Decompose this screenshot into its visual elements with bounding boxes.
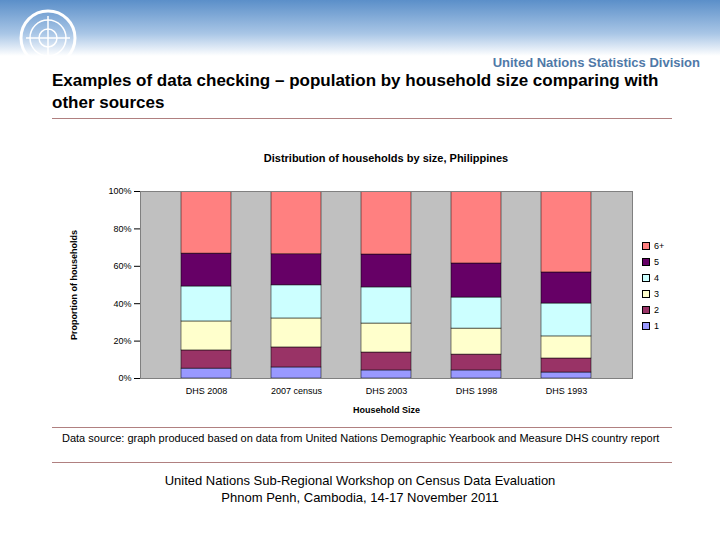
html-text:3: 3 bbox=[654, 289, 659, 299]
svg-text:DHS 1993: DHS 1993 bbox=[546, 386, 588, 396]
svg-text:Household Size: Household Size bbox=[353, 405, 420, 415]
svg-text:100%: 100% bbox=[108, 186, 131, 196]
html-text:United Nations Sub-Regional Wo: United Nations Sub-Regional Workshop on … bbox=[164, 473, 556, 488]
html-text:Phnom Penh, Cambodia, 14-17 No: Phnom Penh, Cambodia, 14-17 November 201… bbox=[221, 490, 499, 505]
svg-text:0%: 0% bbox=[118, 373, 131, 383]
html-text:6+: 6+ bbox=[654, 241, 665, 251]
html-text:United Nations Statistics Divi: United Nations Statistics Division bbox=[492, 55, 700, 70]
html-text:5: 5 bbox=[654, 257, 659, 267]
svg-text:DHS 2008: DHS 2008 bbox=[186, 386, 228, 396]
html-text:Distribution of households by: Distribution of households by size, Phil… bbox=[263, 152, 509, 164]
html-text:Examples of data checking – po: Examples of data checking – population b… bbox=[52, 71, 659, 112]
html-text:Data source: graph produced ba: Data source: graph produced based on dat… bbox=[62, 432, 660, 444]
svg-text:60%: 60% bbox=[113, 261, 131, 271]
svg-text:80%: 80% bbox=[113, 224, 131, 234]
svg-text:20%: 20% bbox=[113, 336, 131, 346]
svg-text:40%: 40% bbox=[113, 299, 131, 309]
html-text:2: 2 bbox=[654, 305, 659, 315]
svg-text:Proportion of households: Proportion of households bbox=[69, 230, 79, 340]
html-text:1: 1 bbox=[654, 321, 659, 331]
svg-text:DHS 1998: DHS 1998 bbox=[456, 386, 498, 396]
svg-text:DHS 2003: DHS 2003 bbox=[366, 386, 408, 396]
html-text:4: 4 bbox=[654, 273, 659, 283]
svg-text:2007 census: 2007 census bbox=[271, 386, 323, 396]
